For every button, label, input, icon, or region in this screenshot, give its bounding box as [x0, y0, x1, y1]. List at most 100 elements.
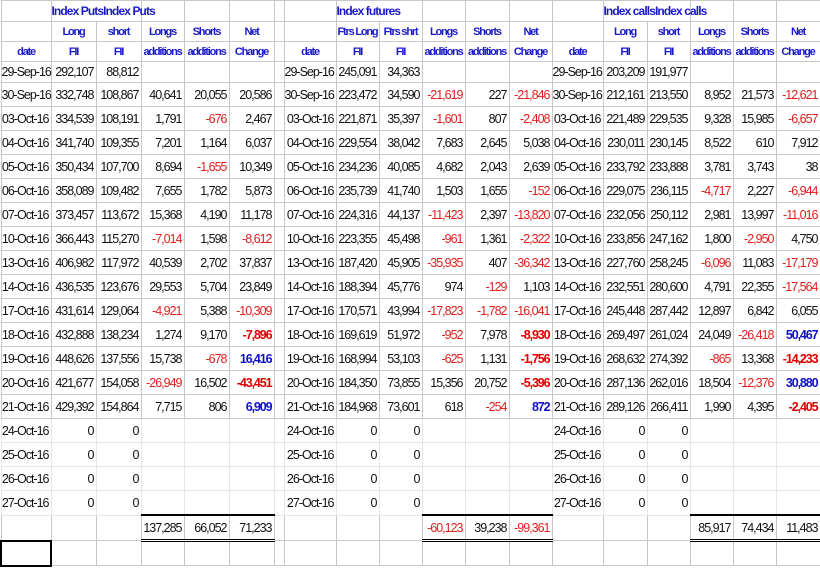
column-header[interactable]: Ftrs Long — [335, 21, 380, 42]
short-fii-cell[interactable]: 0 — [95, 418, 142, 443]
short-fii-cell[interactable]: 280,600 — [646, 274, 691, 299]
shorts-additions-cell[interactable]: 3,743 — [732, 154, 777, 179]
cell[interactable] — [140, 540, 185, 566]
total-cell[interactable]: -60,123 — [421, 514, 466, 542]
cell[interactable] — [273, 540, 285, 566]
total-cell[interactable]: 11,483 — [775, 514, 820, 542]
column-header[interactable]: additions — [464, 41, 510, 62]
longs-additions-cell[interactable] — [421, 442, 466, 467]
long-fii-cell[interactable]: 229,554 — [335, 130, 380, 155]
long-fii-cell[interactable]: 0 — [335, 418, 380, 443]
short-fii-cell[interactable]: 0 — [95, 442, 142, 467]
shorts-additions-cell[interactable] — [183, 490, 230, 516]
column-header[interactable] — [551, 21, 604, 42]
shorts-additions-cell[interactable]: 20,055 — [183, 82, 230, 107]
date-cell[interactable]: 30-Sep-16 — [0, 82, 52, 107]
cell[interactable] — [228, 0, 275, 22]
cell[interactable] — [508, 540, 553, 566]
longs-additions-cell[interactable] — [689, 442, 734, 467]
longs-additions-cell[interactable] — [421, 61, 466, 83]
column-spacer[interactable] — [273, 490, 285, 516]
cell[interactable] — [689, 540, 734, 566]
short-fii-cell[interactable]: 138,234 — [95, 322, 142, 347]
column-spacer[interactable] — [273, 0, 285, 22]
column-spacer[interactable] — [273, 61, 285, 83]
long-fii-cell[interactable]: 432,888 — [50, 322, 97, 347]
date-cell[interactable]: 29-Sep-16 — [0, 61, 52, 83]
longs-additions-cell[interactable] — [689, 490, 734, 516]
shorts-additions-cell[interactable]: 1,361 — [464, 226, 510, 251]
column-spacer[interactable] — [273, 154, 285, 179]
cell[interactable] — [775, 540, 820, 566]
short-fii-cell[interactable]: 137,556 — [95, 346, 142, 371]
date-cell[interactable]: 06-Oct-16 — [283, 178, 337, 203]
column-header[interactable]: Net — [228, 21, 275, 42]
net-change-cell[interactable]: -5,396 — [508, 370, 553, 395]
long-fii-cell[interactable]: 188,394 — [335, 274, 380, 299]
net-change-cell[interactable]: 23,849 — [228, 274, 275, 299]
shorts-additions-cell[interactable]: -2,950 — [732, 226, 777, 251]
date-cell[interactable]: 18-Oct-16 — [551, 322, 604, 347]
short-fii-cell[interactable]: 0 — [646, 418, 691, 443]
column-spacer[interactable] — [273, 82, 285, 107]
net-change-cell[interactable]: 7,912 — [775, 130, 820, 155]
column-header[interactable]: Long — [50, 21, 97, 42]
net-change-cell[interactable]: 1,103 — [508, 274, 553, 299]
short-fii-cell[interactable]: 40,085 — [378, 154, 423, 179]
net-change-cell[interactable]: -11,016 — [775, 202, 820, 227]
cell[interactable] — [378, 514, 423, 541]
date-cell[interactable]: 29-Sep-16 — [551, 61, 604, 83]
date-cell[interactable]: 27-Oct-16 — [283, 490, 337, 516]
long-fii-cell[interactable]: 0 — [50, 466, 97, 491]
column-header[interactable]: Ftrs shrt — [378, 21, 423, 42]
column-header[interactable]: additions — [140, 41, 185, 62]
shorts-additions-cell[interactable]: 7,978 — [464, 322, 510, 347]
column-header[interactable]: Shorts — [732, 21, 777, 42]
column-spacer[interactable] — [273, 226, 285, 251]
cell[interactable] — [335, 514, 380, 541]
column-header[interactable]: Longs — [421, 21, 466, 42]
shorts-additions-cell[interactable] — [464, 490, 510, 516]
shorts-additions-cell[interactable]: 2,043 — [464, 154, 510, 179]
net-change-cell[interactable]: 30,880 — [775, 370, 820, 395]
shorts-additions-cell[interactable] — [183, 442, 230, 467]
shorts-additions-cell[interactable]: 807 — [464, 106, 510, 131]
date-cell[interactable]: 17-Oct-16 — [551, 298, 604, 323]
date-cell[interactable]: 10-Oct-16 — [0, 226, 52, 251]
total-cell[interactable]: 85,917 — [689, 514, 734, 542]
net-change-cell[interactable]: -36,342 — [508, 250, 553, 275]
column-header[interactable]: Long — [602, 21, 648, 42]
long-fii-cell[interactable]: 292,107 — [50, 61, 97, 83]
column-header[interactable]: Shorts — [183, 21, 230, 42]
short-fii-cell[interactable]: 236,115 — [646, 178, 691, 203]
cell[interactable] — [602, 540, 648, 566]
short-fii-cell[interactable]: 45,776 — [378, 274, 423, 299]
longs-additions-cell[interactable]: 15,738 — [140, 346, 185, 371]
longs-additions-cell[interactable]: 8,522 — [689, 130, 734, 155]
cell[interactable] — [464, 540, 510, 566]
column-header[interactable]: FII — [378, 41, 423, 62]
net-change-cell[interactable]: -21,846 — [508, 82, 553, 107]
longs-additions-cell[interactable]: 29,553 — [140, 274, 185, 299]
short-fii-cell[interactable]: 73,601 — [378, 394, 423, 419]
total-cell[interactable]: -99,361 — [508, 514, 553, 542]
long-fii-cell[interactable]: 0 — [335, 466, 380, 491]
column-header[interactable]: additions — [421, 41, 466, 62]
net-change-cell[interactable]: -2,322 — [508, 226, 553, 251]
column-header[interactable]: short — [95, 21, 142, 42]
shorts-additions-cell[interactable]: 20,752 — [464, 370, 510, 395]
net-change-cell[interactable]: 16,416 — [228, 346, 275, 371]
long-fii-cell[interactable]: 187,420 — [335, 250, 380, 275]
column-header[interactable]: FII — [335, 41, 380, 62]
short-fii-cell[interactable]: 35,397 — [378, 106, 423, 131]
net-change-cell[interactable]: -10,309 — [228, 298, 275, 323]
short-fii-cell[interactable]: 250,112 — [646, 202, 691, 227]
net-change-cell[interactable] — [775, 442, 820, 467]
longs-additions-cell[interactable]: -865 — [689, 346, 734, 371]
date-cell[interactable]: 30-Sep-16 — [283, 82, 337, 107]
shorts-additions-cell[interactable] — [464, 466, 510, 491]
short-fii-cell[interactable]: 0 — [95, 490, 142, 516]
longs-additions-cell[interactable] — [421, 418, 466, 443]
column-spacer[interactable] — [273, 178, 285, 203]
shorts-additions-cell[interactable] — [183, 61, 230, 83]
